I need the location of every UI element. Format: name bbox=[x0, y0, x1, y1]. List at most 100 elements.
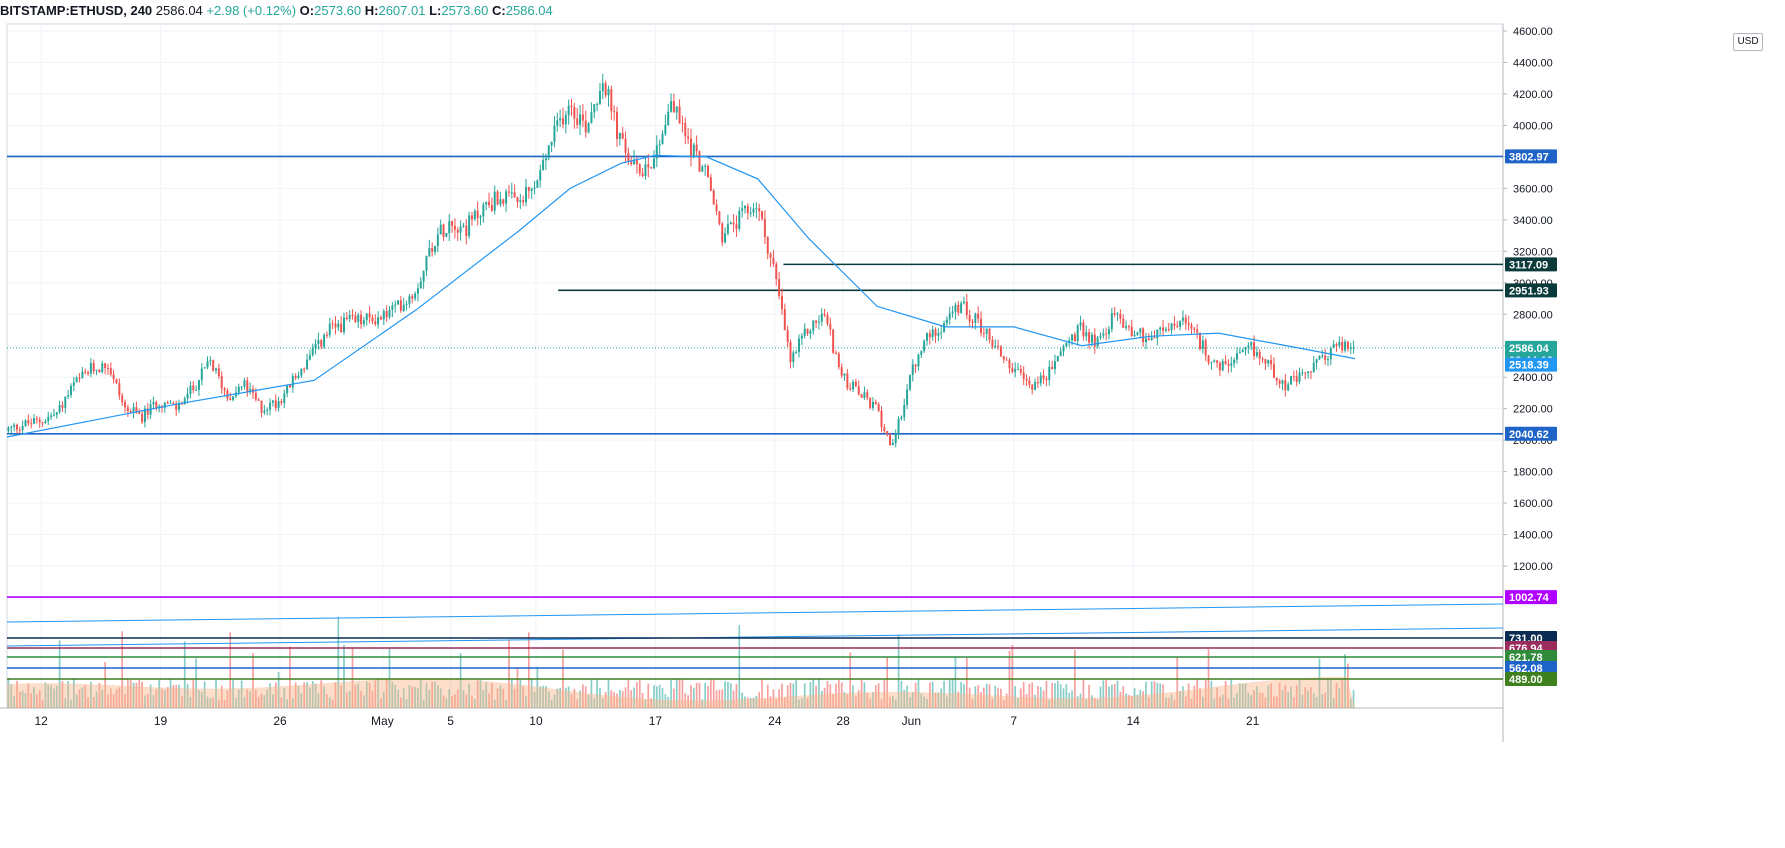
volume-bar bbox=[1284, 685, 1287, 708]
volume-bar bbox=[1011, 645, 1014, 708]
candle-body bbox=[1199, 332, 1202, 349]
time-axis[interactable]: 12 19 26 May 5 10 17 24 28 Jun 7 14 21 bbox=[34, 714, 1259, 728]
price-axis[interactable]: 1200.001400.001600.001800.002000.002200.… bbox=[1503, 26, 1553, 573]
y-tick-label: 1800.00 bbox=[1513, 467, 1553, 479]
volume-bar bbox=[675, 678, 678, 708]
volume-bar bbox=[1327, 679, 1329, 708]
candle-body bbox=[422, 270, 425, 282]
volume-bar bbox=[911, 692, 914, 708]
candle-body bbox=[752, 208, 755, 213]
currency-badge[interactable]: USD bbox=[1733, 33, 1763, 51]
volume-bar bbox=[630, 690, 633, 708]
volume-bar bbox=[192, 680, 195, 708]
volume-bar bbox=[434, 681, 436, 708]
candle-body bbox=[493, 191, 496, 211]
candle-body bbox=[243, 380, 246, 387]
volume-bar bbox=[1130, 695, 1133, 708]
volume-bar bbox=[886, 657, 889, 708]
candle-body bbox=[1352, 347, 1355, 349]
volume-bar bbox=[641, 693, 644, 708]
candle-body bbox=[1298, 372, 1301, 382]
candle-body bbox=[689, 138, 692, 157]
candle-body bbox=[448, 221, 451, 234]
volume-bar bbox=[624, 687, 627, 708]
volume-bar bbox=[257, 696, 260, 708]
price-tag-label: 3802.97 bbox=[1509, 151, 1549, 163]
volume-bar bbox=[186, 684, 189, 708]
candle-body bbox=[308, 355, 311, 360]
volume-bar bbox=[7, 678, 10, 708]
volume-bar bbox=[385, 679, 388, 708]
candle-body bbox=[749, 212, 752, 214]
volume-bar bbox=[582, 684, 584, 708]
volume-bar bbox=[567, 686, 570, 708]
candle-body bbox=[485, 201, 488, 205]
chart-legend-header: BITSTAMP:ETHUSD, 240 2586.04 +2.98 (+0.1… bbox=[0, 0, 1785, 22]
volume-bar bbox=[459, 653, 462, 708]
volume-bar bbox=[107, 694, 109, 708]
candle-body bbox=[195, 389, 198, 391]
volume-bar bbox=[351, 647, 354, 708]
volume-bar bbox=[38, 690, 41, 708]
volume-bar bbox=[84, 684, 87, 708]
candle-body bbox=[340, 323, 343, 333]
volume-bar bbox=[619, 689, 621, 708]
candle-body bbox=[738, 210, 741, 229]
candle-body bbox=[968, 315, 971, 322]
candle-body bbox=[1335, 344, 1338, 346]
candle-body bbox=[246, 380, 249, 392]
symbol-label[interactable]: BITSTAMP:ETHUSD, 240 bbox=[0, 3, 153, 18]
horizontal-levels[interactable] bbox=[6, 155, 1504, 680]
candle-body bbox=[820, 313, 823, 322]
candle-body bbox=[226, 390, 229, 399]
candle-body bbox=[564, 115, 567, 125]
candle-body bbox=[678, 106, 681, 124]
volume-bar bbox=[61, 681, 64, 708]
volume-bar bbox=[806, 697, 809, 708]
candlesticks[interactable] bbox=[7, 73, 1355, 448]
volume-bar bbox=[36, 694, 38, 708]
volume-bar bbox=[33, 687, 35, 708]
candle-body bbox=[527, 187, 530, 191]
candle-body bbox=[561, 118, 564, 125]
volume-bar bbox=[67, 681, 69, 708]
volume-bar bbox=[323, 686, 325, 708]
volume-bar bbox=[360, 690, 362, 708]
y-tick-label: 1200.00 bbox=[1513, 561, 1553, 573]
candle-body bbox=[109, 368, 112, 375]
volume-bar bbox=[1219, 696, 1221, 708]
candle-body bbox=[837, 353, 840, 368]
candle-body bbox=[288, 384, 291, 388]
candle-body bbox=[661, 133, 664, 145]
candle-body bbox=[667, 111, 670, 125]
candle-body bbox=[1071, 334, 1074, 341]
volume-ma-area bbox=[7, 676, 1355, 708]
candle-body bbox=[138, 411, 141, 414]
volume-bar bbox=[289, 646, 291, 708]
high-value: 2607.01 bbox=[378, 3, 426, 18]
volume-bar bbox=[542, 685, 544, 708]
candle-body bbox=[1281, 380, 1284, 384]
volume-bar bbox=[218, 699, 220, 708]
volume-bar bbox=[613, 691, 616, 708]
volume-bar bbox=[203, 681, 206, 708]
candle-body bbox=[954, 304, 957, 312]
price-tag: 3802.97 bbox=[1505, 149, 1557, 164]
candle-body bbox=[294, 376, 297, 378]
candle-body bbox=[1301, 372, 1304, 374]
volume-bar bbox=[926, 699, 928, 708]
volume-bar bbox=[545, 686, 547, 708]
volume-bar bbox=[803, 683, 806, 708]
candle-body bbox=[920, 351, 923, 355]
volume-bar bbox=[1273, 696, 1275, 708]
volume-bar bbox=[658, 684, 661, 708]
volume-bar bbox=[118, 687, 121, 708]
volume-bar bbox=[974, 686, 977, 708]
volume-bar bbox=[892, 696, 894, 708]
candle-body bbox=[30, 423, 33, 425]
volume-bar bbox=[650, 698, 652, 708]
volume-bar bbox=[1065, 683, 1068, 708]
volume-bar bbox=[47, 684, 50, 708]
candle-body bbox=[829, 323, 832, 330]
